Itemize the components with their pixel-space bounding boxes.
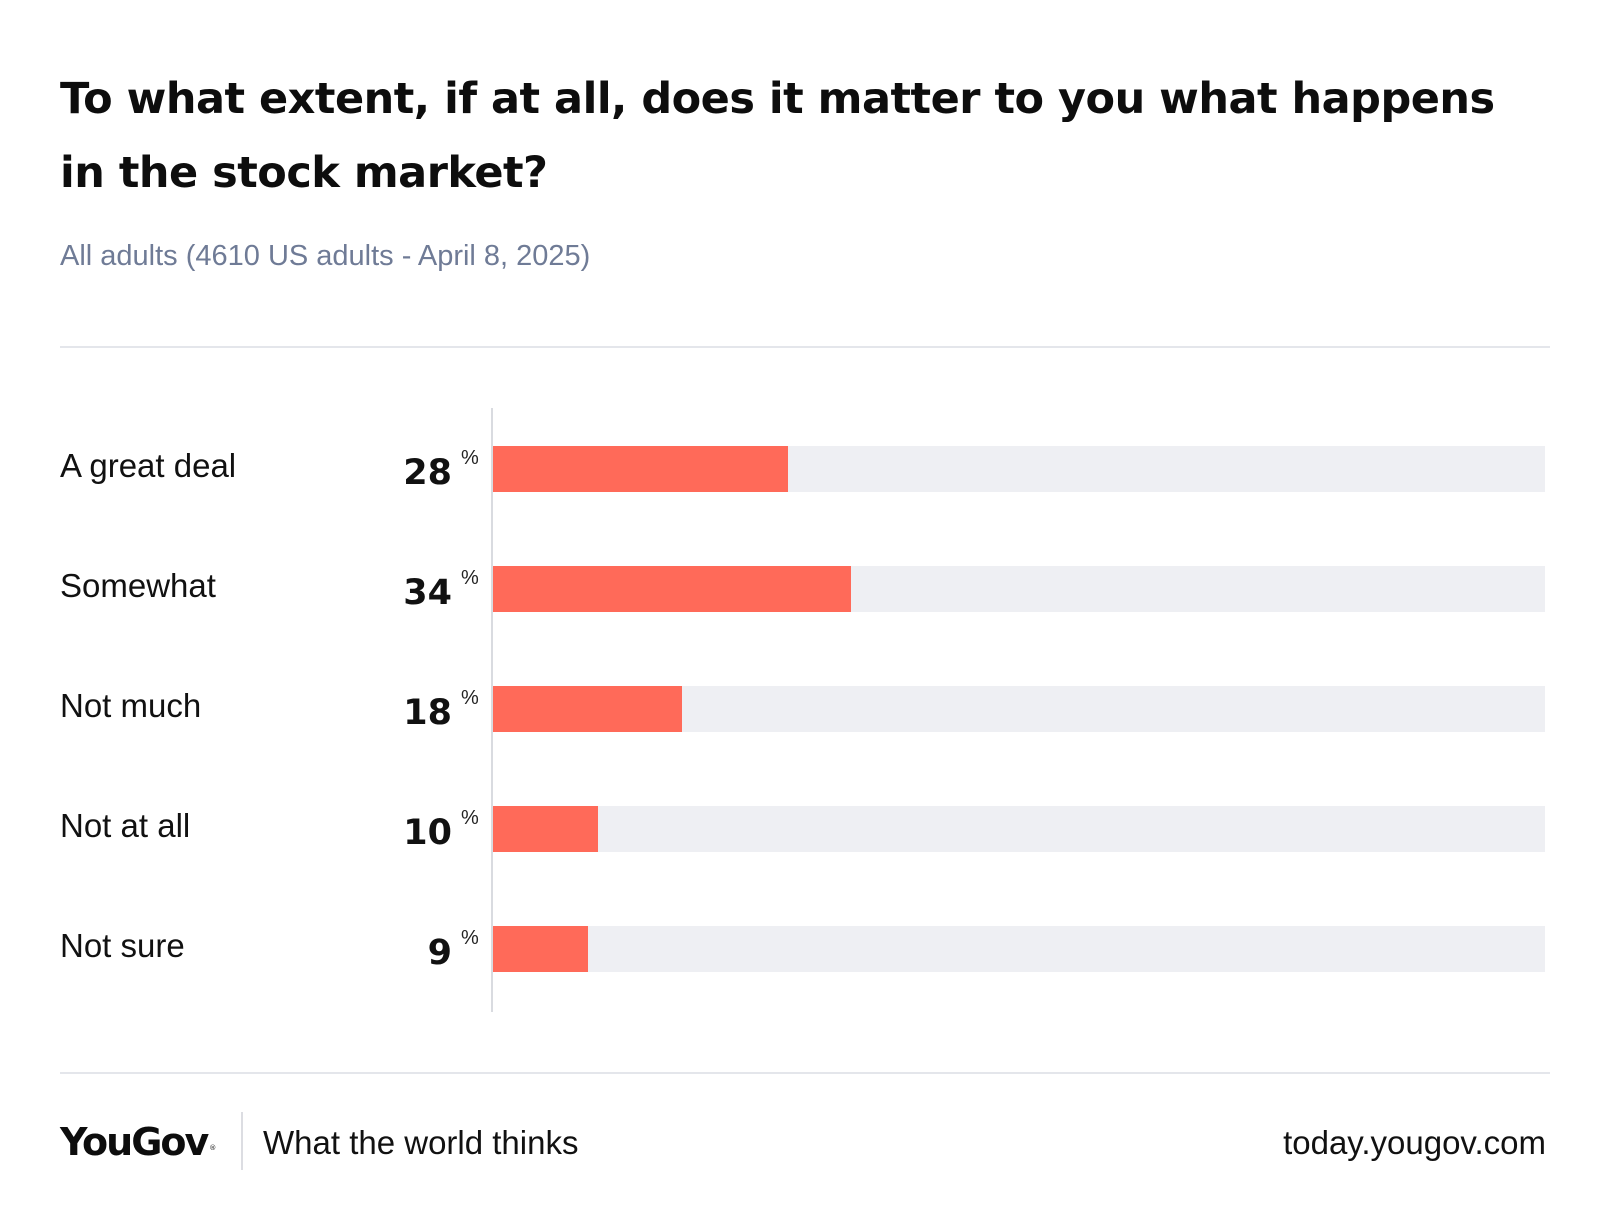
percent-sign: % (461, 927, 479, 949)
value-label: 34 (403, 573, 452, 613)
percent-sign: % (461, 567, 479, 589)
footer-tagline: What the world thinks (263, 1124, 579, 1161)
percent-sign: % (461, 447, 479, 469)
brand-name: YouGov (60, 1120, 209, 1164)
bar (493, 686, 682, 732)
percent-sign: % (461, 807, 479, 829)
bar-row: Not much 18% (0, 686, 1600, 733)
bar (493, 566, 851, 612)
bar-track (493, 686, 1545, 732)
percent-sign: % (461, 687, 479, 709)
top-divider (60, 346, 1550, 348)
bar-row: A great deal 28% (0, 446, 1600, 493)
bar-track (493, 926, 1545, 972)
category-label: Not sure (60, 927, 185, 964)
bar (493, 806, 598, 852)
bar-track (493, 566, 1545, 612)
bottom-divider (60, 1072, 1550, 1074)
chart-title: To what extent, if at all, does it matte… (60, 74, 1495, 198)
yougov-logo[interactable]: YouGov ® (60, 1118, 217, 1166)
bar-row: Somewhat 34% (0, 566, 1600, 613)
value-label: 9 (427, 933, 452, 973)
category-label: A great deal (60, 447, 237, 484)
value-label: 28 (403, 453, 452, 493)
registered-mark: ® (209, 1144, 217, 1152)
bar-track (493, 446, 1545, 492)
bar (493, 446, 788, 492)
footer-url-link[interactable]: today.yougov.com (1283, 1124, 1546, 1161)
category-label: Not much (60, 687, 202, 724)
bar-track (493, 806, 1545, 852)
bar-row: Not sure 9% (0, 926, 1600, 973)
footer-divider (241, 1112, 243, 1170)
value-label: 18 (403, 693, 452, 733)
bar (493, 926, 588, 972)
bar-row: Not at all 10% (0, 806, 1600, 853)
chart-subtitle: All adults (4610 US adults - April 8, 20… (60, 240, 591, 272)
category-label: Not at all (60, 807, 191, 844)
value-label: 10 (403, 813, 452, 853)
chart-baseline (491, 408, 493, 1012)
category-label: Somewhat (60, 567, 216, 604)
